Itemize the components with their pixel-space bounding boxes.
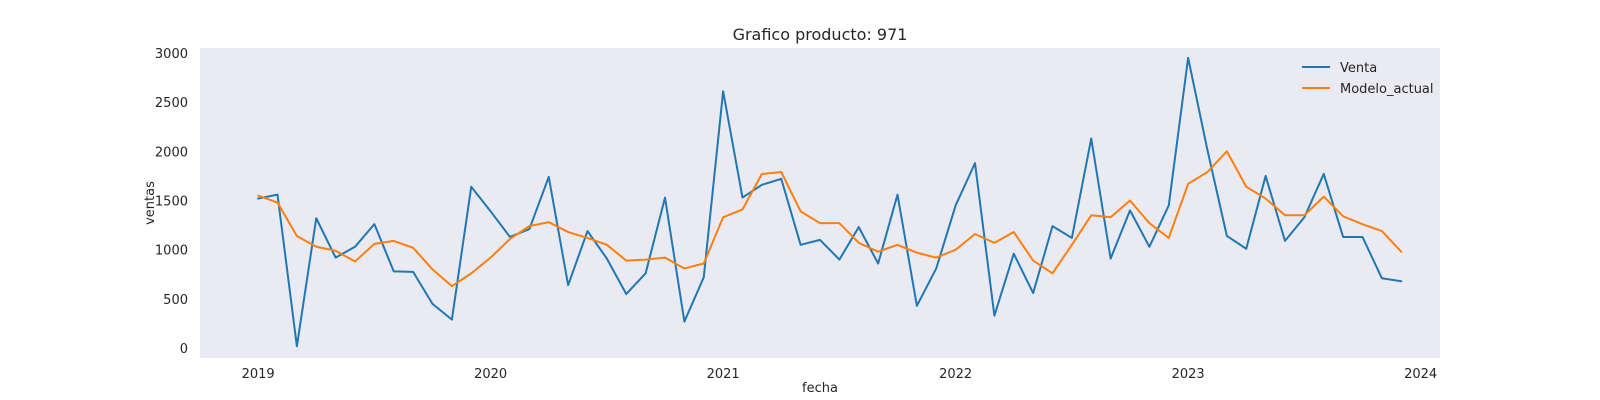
chart-title: Grafico producto: 971: [733, 25, 908, 44]
series-line-modelo-actual: [257, 150, 1403, 288]
x-tick-label: 2019: [242, 367, 275, 382]
y-tick-label: 3000: [155, 47, 188, 62]
x-tick-label: 2020: [474, 367, 507, 382]
legend: Venta Modelo_actual: [1302, 61, 1434, 97]
y-tick-label: 0: [180, 342, 188, 357]
x-tick-label: 2021: [707, 367, 740, 382]
y-tick-label: 1500: [155, 195, 188, 210]
series-lines: [257, 56, 1403, 348]
y-axis-ticks: 0 500 1000 1500 2000 2500 3000: [155, 47, 188, 357]
series-line-venta: [257, 56, 1403, 348]
y-axis-label: ventas: [143, 181, 158, 225]
y-tick-label: 1000: [155, 244, 188, 259]
y-tick-label: 2000: [155, 145, 188, 160]
legend-label: Modelo_actual: [1340, 82, 1434, 97]
x-axis-label: fecha: [802, 381, 838, 396]
x-axis-ticks: 2019 2020 2021 2022 2023 2024: [242, 367, 1438, 382]
x-tick-label: 2022: [939, 367, 972, 382]
x-tick-label: 2024: [1404, 367, 1437, 382]
legend-label: Venta: [1340, 61, 1377, 76]
y-tick-label: 2500: [155, 96, 188, 111]
plot-area: [200, 48, 1440, 358]
y-tick-label: 500: [163, 293, 188, 308]
x-tick-label: 2023: [1172, 367, 1205, 382]
